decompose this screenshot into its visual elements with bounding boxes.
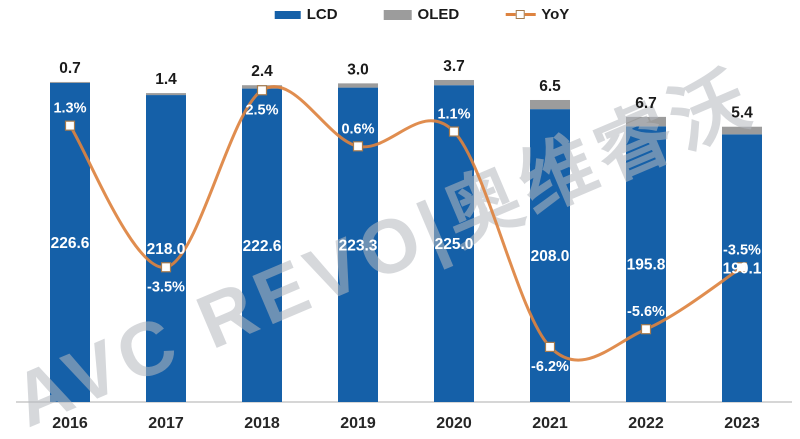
- oled-bar-2016: [50, 81, 90, 83]
- legend-label-oled: OLED: [417, 6, 460, 23]
- yoy-value-label-2016: 1.3%: [53, 101, 86, 117]
- yoy-value-label-2022: -5.6%: [627, 304, 665, 320]
- yoy-value-label-2021: -6.2%: [531, 359, 569, 375]
- lcd-value-label-2022: 195.8: [627, 257, 666, 274]
- legend: LCD OLED YoY: [274, 6, 569, 23]
- oled-bar-2019: [338, 83, 378, 88]
- yoy-marker-2017: [160, 262, 172, 273]
- legend-item-lcd: LCD: [274, 6, 338, 23]
- oled-value-label-2021: 6.5: [539, 78, 561, 95]
- lcd-value-label-2023: 190.1: [723, 261, 762, 278]
- oled-bar-2020: [434, 79, 474, 86]
- yoy-marker-2023: [736, 262, 748, 273]
- lcd-bar-2022: [626, 126, 666, 402]
- oled-value-label-2023: 5.4: [731, 105, 753, 122]
- yoy-value-label-2018: 2.5%: [245, 102, 278, 118]
- legend-label-yoy: YoY: [541, 6, 570, 23]
- yoy-value-label-2017: -3.5%: [147, 279, 185, 295]
- oled-value-label-2018: 2.4: [251, 63, 273, 80]
- yoy-value-label-2020: 1.1%: [437, 107, 470, 123]
- x-axis-label-2016: 2016: [52, 415, 88, 432]
- lcd-bar-2016: [50, 82, 90, 402]
- oled-bar-2023: [722, 126, 762, 135]
- oled-bar-swatch-icon: [383, 9, 412, 20]
- legend-label-lcd: LCD: [306, 6, 338, 23]
- lcd-bar-2020: [434, 85, 474, 402]
- lcd-value-label-2017: 218.0: [147, 241, 186, 258]
- yoy-marker-2016: [64, 120, 76, 131]
- lcd-bar-2021: [530, 109, 570, 403]
- yoy-line-marker-icon: [505, 10, 536, 19]
- oled-value-label-2017: 1.4: [155, 71, 177, 88]
- lcd-value-label-2021: 208.0: [531, 248, 570, 265]
- yoy-marker-2019: [352, 141, 364, 152]
- yoy-line: [68, 85, 744, 362]
- x-axis-label-2023: 2023: [724, 415, 760, 432]
- lcd-bar-2017: [146, 95, 186, 402]
- x-axis-label-2018: 2018: [244, 415, 280, 432]
- yoy-marker-2020: [448, 126, 460, 137]
- oled-value-label-2016: 0.7: [59, 60, 81, 77]
- oled-value-label-2019: 3.0: [347, 61, 369, 78]
- legend-item-yoy: YoY: [505, 6, 569, 23]
- legend-item-oled: OLED: [383, 6, 460, 23]
- lcd-value-label-2018: 222.6: [243, 238, 282, 255]
- lcd-value-label-2020: 225.0: [435, 236, 474, 253]
- oled-bar-2017: [146, 93, 186, 96]
- lcd-bar-swatch-icon: [274, 10, 301, 19]
- yoy-marker-2022: [640, 324, 652, 335]
- oled-bar-2021: [530, 99, 570, 110]
- oled-value-label-2022: 6.7: [635, 95, 657, 112]
- yoy-marker-2018: [256, 85, 268, 96]
- yoy-value-label-2019: 0.6%: [341, 121, 374, 137]
- yoy-value-label-2023: -3.5%: [723, 242, 761, 258]
- x-axis-label-2020: 2020: [436, 415, 472, 432]
- yoy-marker-2021: [544, 341, 556, 352]
- x-axis-label-2017: 2017: [148, 415, 184, 432]
- x-axis-label-2021: 2021: [532, 415, 568, 432]
- oled-bar-2022: [626, 116, 666, 127]
- lcd-bar-2018: [242, 88, 282, 403]
- x-axis-label-2019: 2019: [340, 415, 376, 432]
- lcd-value-label-2016: 226.6: [51, 235, 90, 252]
- lcd-value-label-2019: 223.3: [339, 237, 378, 254]
- x-axis-label-2022: 2022: [628, 415, 664, 432]
- oled-value-label-2020: 3.7: [443, 58, 465, 75]
